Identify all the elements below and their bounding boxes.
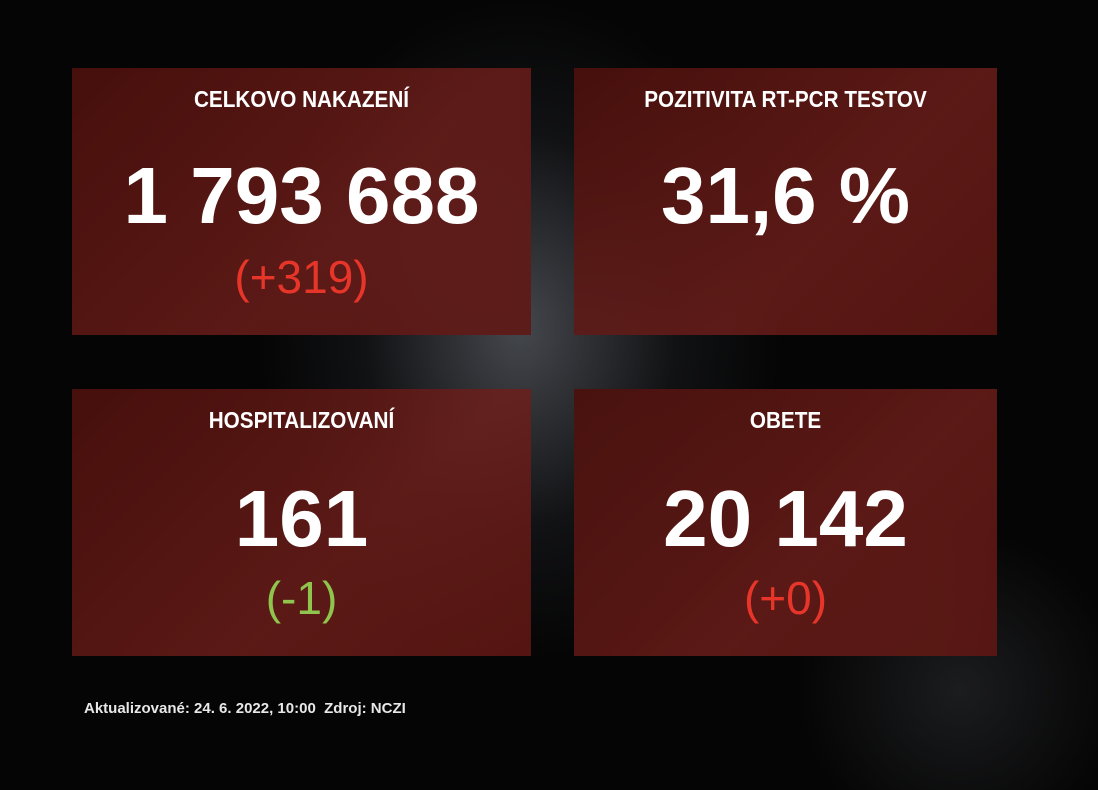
total-infected-panel: CELKOVO NAKAZENÍ 1 793 688 (+319) (72, 68, 531, 335)
deaths-panel: OBETE 20 142 (+0) (574, 389, 997, 656)
source-label: Zdroj: NCZI (324, 700, 406, 717)
panel-delta: (-1) (265, 572, 338, 624)
panel-value: 20 142 (663, 474, 908, 563)
pcr-positivity-panel: POZITIVITA RT-PCR TESTOV 31,6 % (574, 68, 997, 335)
footer: Aktualizované: 24. 6. 2022, 10:00 Zdroj:… (84, 700, 406, 717)
panel-value: 161 (234, 474, 369, 563)
panel-value: 31,6 % (660, 151, 911, 240)
panel-delta: (+0) (743, 572, 828, 624)
panel-value: 1 793 688 (123, 151, 480, 240)
panel-title: HOSPITALIZOVANÍ (208, 407, 395, 433)
hospitalized-panel: HOSPITALIZOVANÍ 161 (-1) (72, 389, 531, 656)
panel-title: CELKOVO NAKAZENÍ (193, 86, 410, 112)
panel-delta: (+319) (234, 251, 369, 303)
updated-timestamp: Aktualizované: 24. 6. 2022, 10:00 (84, 700, 316, 717)
panel-title: OBETE (749, 407, 822, 433)
panel-title: POZITIVITA RT-PCR TESTOV (644, 86, 927, 112)
